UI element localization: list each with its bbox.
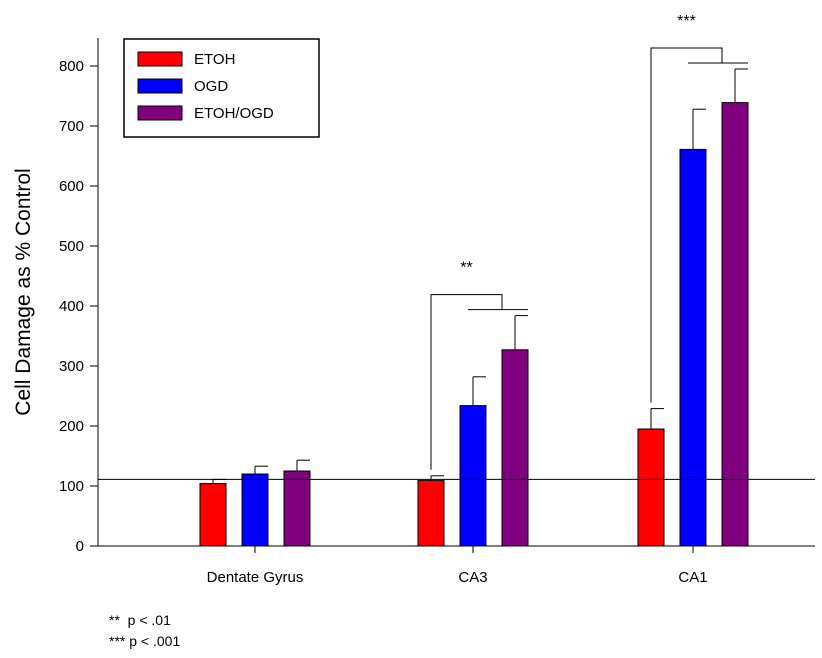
y-tick-label: 0	[76, 538, 84, 555]
y-tick-label: 100	[59, 478, 84, 495]
legend-swatch	[137, 51, 183, 67]
y-tick-label: 500	[59, 238, 84, 255]
bar	[241, 473, 269, 547]
bar	[637, 428, 665, 547]
significance-label: **	[460, 260, 472, 277]
y-tick-label: 300	[59, 358, 84, 375]
x-tick-label: CA3	[458, 569, 487, 586]
bar	[283, 470, 311, 547]
x-tick-label: Dentate Gyrus	[207, 569, 304, 586]
bar	[721, 102, 749, 547]
bar	[679, 148, 707, 547]
y-tick-label: 700	[59, 118, 84, 135]
y-tick-label: 200	[59, 418, 84, 435]
y-tick-labels: 0 100 200 300 400 500 600 700 800	[59, 58, 84, 555]
significance-bracket	[650, 47, 723, 403]
bar	[459, 405, 487, 547]
legend-label: ETOH/OGD	[194, 105, 274, 122]
bars	[199, 102, 749, 547]
significance-label: ***	[677, 13, 696, 30]
significance-annotations: *****	[430, 13, 748, 470]
footnote-p01: ** p < .01	[109, 612, 171, 628]
bar-chart: 0 100 200 300 400 500 600 700 800 Cell Damage as…	[12, 13, 815, 586]
y-axis-label: Cell Damage as % Control	[12, 168, 35, 415]
legend-swatch	[137, 78, 183, 94]
bar	[501, 349, 529, 547]
legend-label: ETOH	[194, 51, 235, 68]
y-tick-label: 800	[59, 58, 84, 75]
bar	[417, 480, 445, 547]
legend-label: OGD	[194, 78, 228, 95]
x-tick-label: CA1	[678, 569, 707, 586]
bar	[199, 483, 227, 547]
legend-swatch	[137, 105, 183, 121]
error-bars	[212, 68, 748, 484]
legend: ETOH OGD ETOH/OGD	[123, 38, 320, 138]
significance-bracket	[430, 294, 503, 470]
y-tick-label: 600	[59, 178, 84, 195]
y-tick-label: 400	[59, 298, 84, 315]
x-tick-labels: Dentate Gyrus CA3 CA1	[207, 569, 708, 586]
footnote-p001: *** p < .001	[109, 633, 181, 649]
